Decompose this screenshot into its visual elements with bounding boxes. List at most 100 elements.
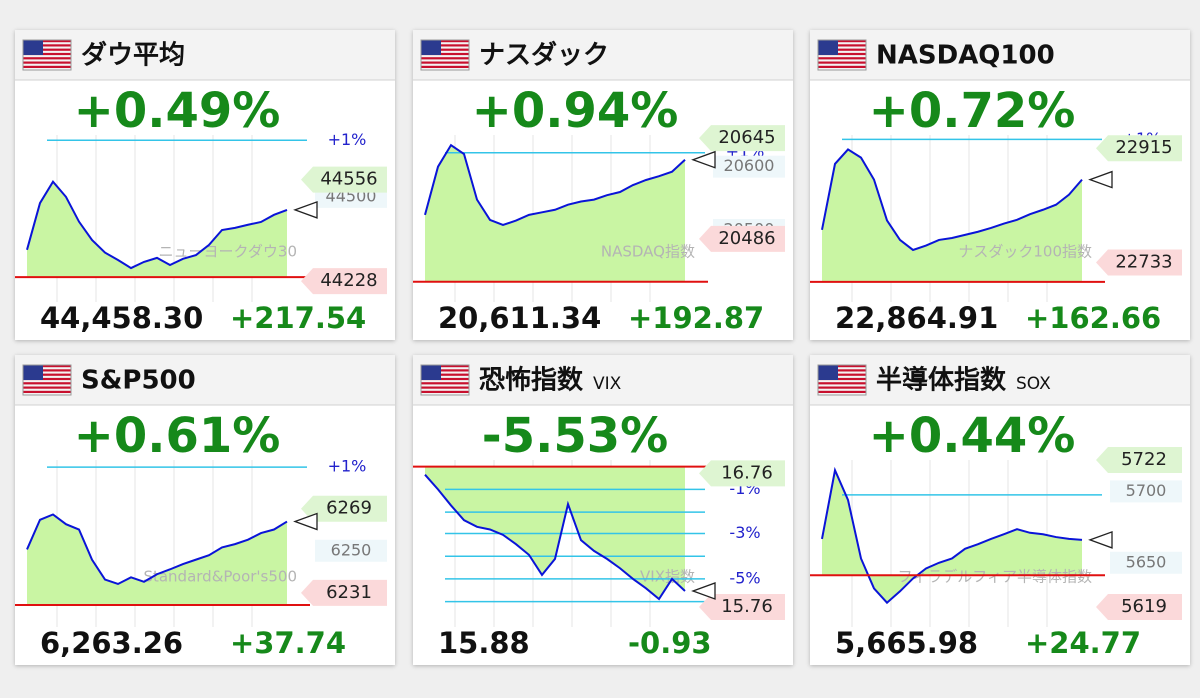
index-card: ナスダック+0.94%NASDAQ指数+1%206002050020645204… <box>413 30 793 340</box>
index-card: 半導体指数 SOX +0.44% フィラデルフィア半導体指数 5700 5650 5722 5… <box>810 355 1190 665</box>
change-percent: +0.44% <box>869 408 1076 464</box>
flag-stripe <box>818 382 866 385</box>
flag-stripe <box>23 377 71 381</box>
low-tag <box>301 268 387 295</box>
price: 15.88 <box>438 626 530 660</box>
flag-stripe <box>421 382 469 385</box>
flag-canton <box>818 40 838 55</box>
header-bar <box>810 355 1190 405</box>
change-percent: -5.53% <box>482 408 668 464</box>
area-fill <box>822 470 1082 603</box>
current-arrow <box>293 200 318 219</box>
flag-border <box>22 364 72 396</box>
flag-stripe <box>23 48 71 51</box>
low-tag <box>699 225 785 252</box>
header-bar <box>15 30 395 80</box>
high-label: 6269 <box>326 498 372 519</box>
low-tag <box>1096 594 1182 620</box>
current-arrow <box>691 150 716 169</box>
high-label: 22915 <box>1115 137 1172 158</box>
flag-stripe <box>421 65 469 68</box>
percent-tick-label: +1% <box>328 130 367 149</box>
flag-stripe <box>23 386 71 389</box>
flag-stripe <box>23 57 71 60</box>
flag-stripe <box>421 386 469 389</box>
card-title: ダウ平均 <box>81 40 185 71</box>
y-tick-bg <box>713 155 785 178</box>
price-line <box>424 474 686 601</box>
header-bar <box>810 30 1190 80</box>
index-card: 恐怖指数 VIX -5.53% VIX指数 -1% -3% -5% 16.76 15.76 15.… <box>413 355 793 665</box>
high-label: 20645 <box>718 127 775 148</box>
watermark: フィラデルフィア半導体指数 <box>898 568 1092 586</box>
price-line <box>26 180 288 270</box>
header-bar <box>413 30 793 80</box>
low-label: 20486 <box>718 228 775 249</box>
card-title: NASDAQ100 <box>876 41 1055 71</box>
flag-stripe <box>818 52 866 56</box>
current-arrow <box>1088 170 1113 189</box>
flag-stripe <box>421 369 469 372</box>
low-label: 22733 <box>1115 252 1172 273</box>
flag-stripe <box>818 48 866 51</box>
index-card: S&P500 +0.61% Standard&Poor's500 +1% 6250 626… <box>15 355 395 665</box>
current-arrow <box>293 512 318 531</box>
index-card: ダウ平均 +0.49% ニューヨークダウ30 +1% 44500 44556 44228 44… <box>15 30 395 340</box>
flag-stripe <box>818 61 866 64</box>
watermark: NASDAQ指数 <box>601 243 695 261</box>
card-subtitle: SOX <box>1016 374 1051 394</box>
percent-tick-label: -3% <box>729 523 760 542</box>
percent-tick-label: -5% <box>729 568 760 587</box>
watermark: ナスダック100指数 <box>958 243 1092 261</box>
high-tag <box>301 495 387 522</box>
flag-stripe <box>421 48 469 51</box>
card-chart: NASDAQ100+0.72%ナスダック100指数+1%229152273322… <box>810 30 1190 335</box>
flag-stripe <box>23 382 71 385</box>
card-title: 恐怖指数 <box>479 365 584 396</box>
header-bar <box>15 355 395 405</box>
flag-stripe <box>818 57 866 60</box>
price: 22,864.91 <box>835 301 998 335</box>
high-tag <box>699 125 785 152</box>
change-percent: +0.61% <box>74 408 281 464</box>
flag-border <box>420 364 470 396</box>
flag-stripe <box>23 365 71 368</box>
y-tick-label: 6250 <box>331 540 372 559</box>
high-label: 5722 <box>1121 449 1167 470</box>
flag-border <box>22 39 72 71</box>
flag-stripe <box>23 61 71 64</box>
low-tag <box>699 594 785 620</box>
price: 20,611.34 <box>438 301 601 335</box>
price: 44,458.30 <box>40 301 203 335</box>
change: +24.77 <box>1025 626 1141 660</box>
card-chart: ナスダック+0.94%NASDAQ指数+1%206002050020645204… <box>413 30 793 335</box>
current-arrow <box>691 582 716 600</box>
watermark: ニューヨークダウ30 <box>159 243 298 261</box>
change: +192.87 <box>628 301 764 335</box>
y-tick-bg <box>1110 551 1182 574</box>
watermark: VIX指数 <box>640 568 695 586</box>
low-tag <box>1096 249 1182 276</box>
area-fill <box>27 181 287 278</box>
y-tick-label: 5700 <box>1126 481 1167 500</box>
flag-canton <box>23 40 43 55</box>
price-line <box>821 466 1083 605</box>
flag-canton <box>421 40 441 55</box>
price: 6,263.26 <box>40 626 183 660</box>
y-tick-bg <box>1110 480 1182 503</box>
flag-stripe <box>421 40 469 43</box>
area-fill <box>425 145 685 282</box>
card-title: 半導体指数 <box>876 365 1007 396</box>
flag-stripe <box>23 44 71 47</box>
flag-canton <box>421 365 441 380</box>
flag-stripe <box>23 65 71 68</box>
card-chart: S&P500 +0.61% Standard&Poor's500 +1% 6250 626… <box>15 355 395 660</box>
change-percent: +0.72% <box>869 83 1076 139</box>
flag-stripe <box>23 40 71 43</box>
card-title: S&P500 <box>81 366 196 396</box>
flag-stripe <box>421 57 469 60</box>
flag-stripe <box>818 365 866 368</box>
price-line <box>821 148 1083 252</box>
flag-stripe <box>23 390 71 393</box>
flag-stripe <box>818 377 866 381</box>
